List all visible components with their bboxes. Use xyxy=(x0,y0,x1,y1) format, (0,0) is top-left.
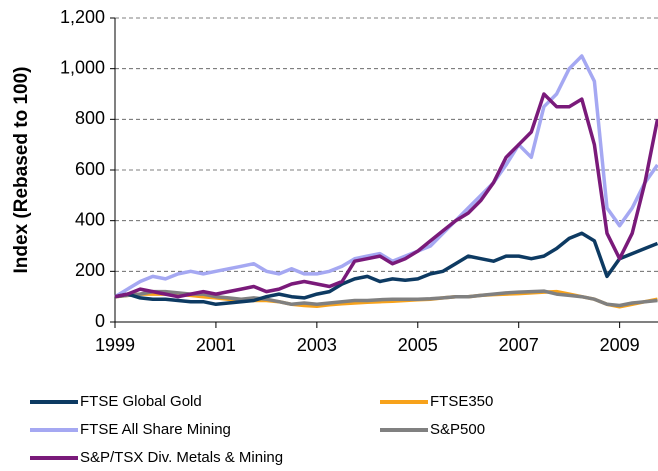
y-tick-label: 800 xyxy=(75,108,105,128)
legend-label: FTSE Global Gold xyxy=(80,393,202,410)
series-line xyxy=(114,231,658,307)
x-tick-label: 2001 xyxy=(196,335,236,355)
x-tick-label: 2009 xyxy=(600,335,640,355)
legend-label: S&P500 xyxy=(430,421,485,438)
y-tick-label: 600 xyxy=(75,159,105,179)
legend-label: FTSE350 xyxy=(430,393,493,410)
y-tick-label: 1,000 xyxy=(60,57,105,77)
y-tick-label: 400 xyxy=(75,209,105,229)
x-tick-label: 1999 xyxy=(95,335,135,355)
y-axis-label: Index (Rebased to 100) xyxy=(11,67,32,274)
legend-label: S&P/TSX Div. Metals & Mining xyxy=(80,449,283,466)
y-tick-label: 200 xyxy=(75,260,105,280)
series-line xyxy=(114,92,658,299)
x-tick-label: 2007 xyxy=(499,335,539,355)
x-tick-label: 2005 xyxy=(398,335,438,355)
series-line xyxy=(114,289,658,308)
y-tick-label: 0 xyxy=(95,311,105,331)
x-tick-label: 2003 xyxy=(297,335,337,355)
series-line xyxy=(114,54,658,299)
y-tick-label: 1,200 xyxy=(60,7,105,27)
legend-label: FTSE All Share Mining xyxy=(80,421,231,438)
